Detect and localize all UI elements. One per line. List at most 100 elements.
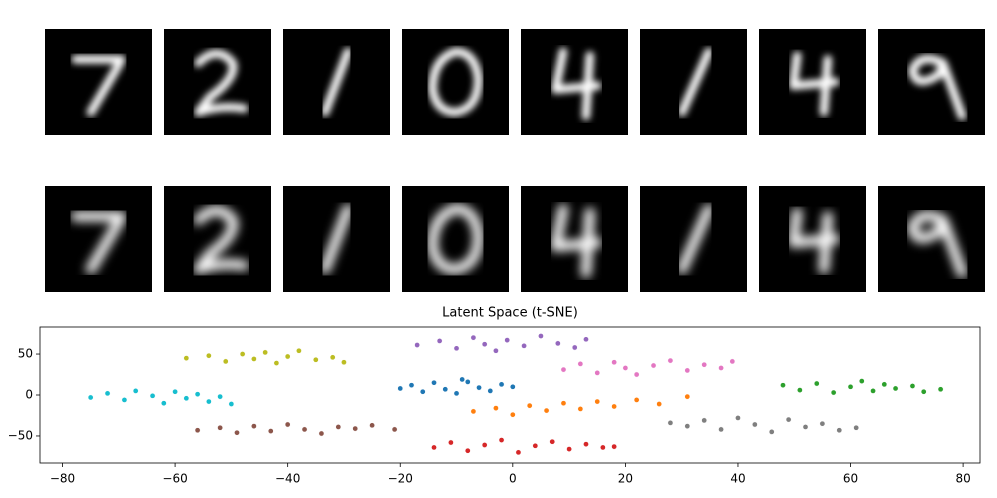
point <box>909 383 916 389</box>
x-tick-label: −60 <box>162 472 187 486</box>
chart-title: Latent Space (t-SNE) <box>442 306 578 321</box>
point <box>577 361 584 367</box>
point <box>509 383 516 390</box>
point <box>206 352 212 359</box>
point <box>251 423 257 429</box>
point <box>194 391 201 398</box>
plot-frame <box>39 326 981 464</box>
point <box>234 429 240 436</box>
digit-stroke <box>907 210 968 278</box>
point <box>611 443 617 450</box>
point <box>487 388 494 394</box>
point <box>920 388 927 395</box>
point <box>206 398 212 405</box>
x-tick-label: 80 <box>955 472 970 486</box>
point <box>251 356 257 362</box>
point <box>262 349 268 356</box>
point <box>419 388 426 395</box>
point <box>341 359 347 366</box>
point <box>892 385 899 392</box>
point <box>718 426 724 433</box>
point <box>239 351 246 357</box>
point <box>217 424 223 431</box>
x-tick-label: 0 <box>509 472 517 486</box>
point <box>577 406 584 412</box>
point <box>701 417 708 424</box>
point <box>847 383 854 390</box>
digit-background <box>402 29 509 135</box>
point <box>498 437 505 443</box>
digit-background <box>164 29 271 135</box>
digit-stroke <box>788 207 841 275</box>
point <box>802 424 809 430</box>
point <box>633 371 640 378</box>
point <box>701 361 708 368</box>
point <box>515 449 522 456</box>
point <box>369 422 375 429</box>
digit-stroke <box>320 47 353 117</box>
point <box>571 344 578 351</box>
point <box>183 355 190 361</box>
point <box>622 365 629 371</box>
point <box>296 347 302 354</box>
x-tick-label: 20 <box>618 472 633 486</box>
point <box>611 403 617 410</box>
point <box>312 356 319 363</box>
digit-background <box>521 29 628 135</box>
point <box>797 387 803 393</box>
x-tick-label: −20 <box>388 472 413 486</box>
point <box>504 337 511 343</box>
point <box>160 400 167 407</box>
point <box>521 342 527 349</box>
point <box>656 401 663 407</box>
point <box>881 381 888 388</box>
point <box>538 333 544 339</box>
digit-stroke <box>428 47 483 117</box>
point <box>819 420 826 427</box>
point <box>813 380 820 387</box>
point <box>436 338 443 344</box>
point <box>768 429 775 435</box>
point <box>397 385 404 392</box>
point <box>684 367 691 374</box>
point <box>414 342 420 348</box>
point <box>217 393 223 400</box>
point <box>459 376 466 383</box>
point <box>493 405 499 411</box>
point <box>752 421 758 428</box>
point <box>448 439 454 446</box>
digit-stroke <box>908 54 967 121</box>
point <box>464 379 471 385</box>
point <box>149 392 156 399</box>
point <box>335 424 342 430</box>
digit-stroke <box>789 51 840 117</box>
point <box>554 340 561 347</box>
point <box>735 415 741 421</box>
point <box>183 395 190 402</box>
point <box>481 341 488 348</box>
y-tick-label: −50 <box>8 428 33 442</box>
point <box>132 388 139 394</box>
point <box>228 401 235 407</box>
point <box>509 411 516 418</box>
point <box>453 345 460 352</box>
point <box>611 359 617 366</box>
digit-stroke <box>677 203 714 275</box>
point <box>476 384 482 391</box>
digit-images <box>45 29 985 292</box>
digit-stroke <box>677 47 713 117</box>
point <box>667 420 674 426</box>
digit-stroke <box>193 205 250 275</box>
point <box>121 397 128 403</box>
point <box>729 358 736 365</box>
point <box>453 390 460 397</box>
x-tick-label: 40 <box>730 472 745 486</box>
point <box>650 362 657 369</box>
digit-stroke <box>427 203 484 275</box>
point <box>273 360 280 366</box>
digit-background <box>45 186 152 292</box>
point <box>780 382 786 389</box>
point <box>583 441 589 448</box>
point <box>785 416 792 423</box>
x-tick-label: −40 <box>275 472 300 486</box>
